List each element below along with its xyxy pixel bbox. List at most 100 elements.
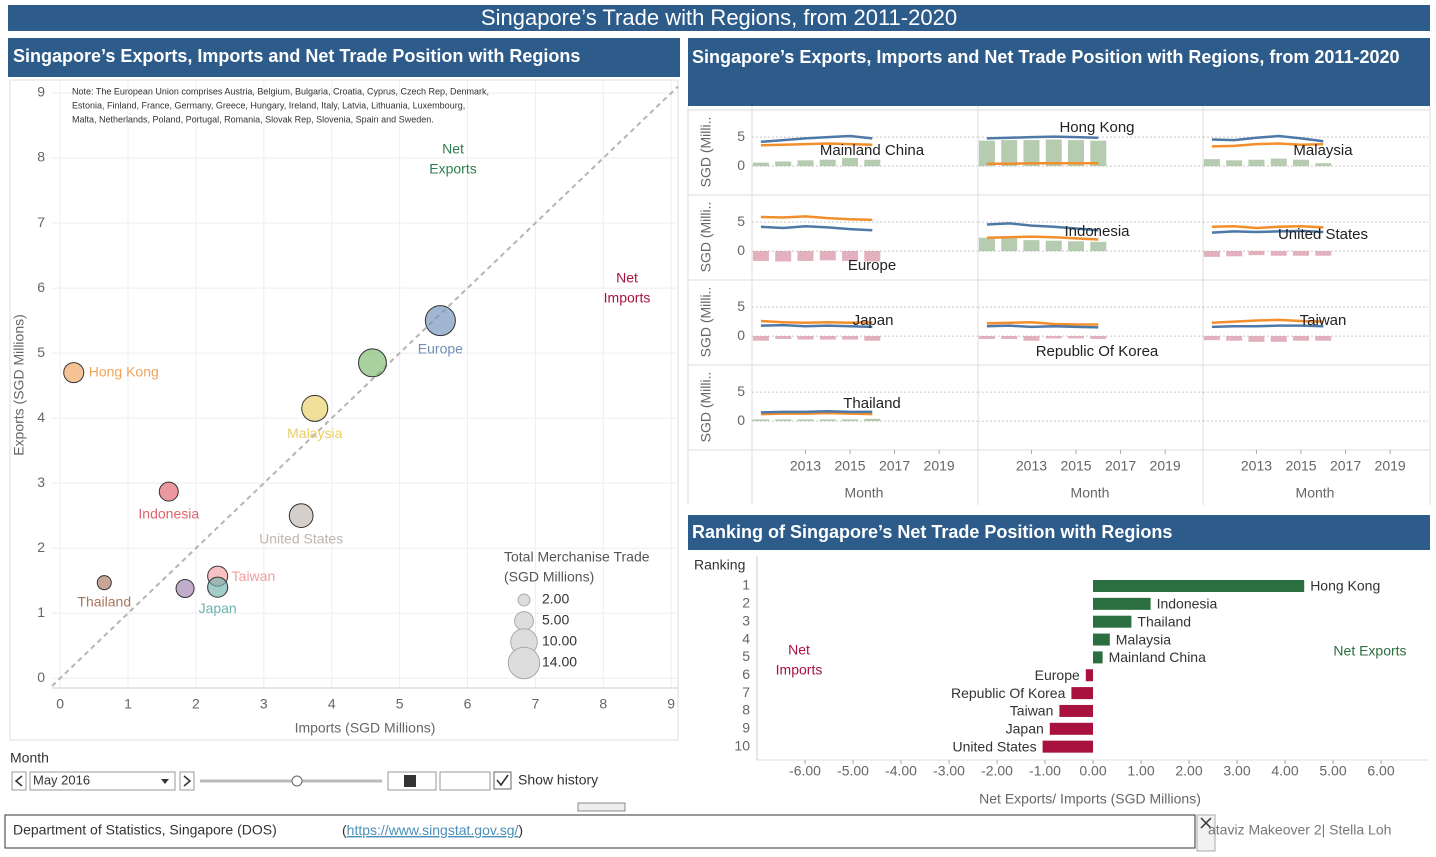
y-tick-label: 1 <box>37 604 45 620</box>
net-bar <box>1045 139 1062 167</box>
net-bar <box>1293 159 1310 167</box>
x-tick-label: 5 <box>396 696 404 712</box>
bar <box>1093 615 1132 628</box>
category-label: Taiwan <box>1010 703 1054 719</box>
note-text: Malta, Netherlands, Poland, Portugal, Ro… <box>72 114 434 124</box>
imports-line <box>986 161 1099 166</box>
exports-line <box>986 222 1099 232</box>
y-axis-label: SGD (Milli.. <box>698 287 714 358</box>
prev-button[interactable] <box>11 771 27 791</box>
panel-label: Hong Kong <box>1059 119 1134 136</box>
net-bar <box>752 251 769 261</box>
panel-frame <box>9 79 679 741</box>
exports-line <box>986 324 1099 329</box>
net-bar <box>1001 336 1018 339</box>
annotation: Net Exports <box>1333 643 1406 659</box>
legend-label: 2.00 <box>542 591 569 607</box>
net-bar <box>864 418 881 422</box>
category-label: Mainland China <box>1109 649 1206 665</box>
header-bar <box>8 5 1430 31</box>
annotation: Imports <box>776 662 823 678</box>
x-tick-label: 2015 <box>1060 458 1091 474</box>
x-tick-label: -6.00 <box>789 763 821 779</box>
rank-number: 1 <box>742 577 750 593</box>
chart-title: Singapore’s Exports, Imports and Net Tra… <box>692 47 1400 67</box>
net-bar <box>978 336 995 339</box>
y-tick-label: 5 <box>737 128 745 144</box>
y-tick-label: 2 <box>37 539 45 555</box>
bar <box>1093 633 1110 646</box>
net-bar <box>797 336 814 340</box>
close-icon <box>1200 817 1212 829</box>
next-icon <box>183 775 192 787</box>
net-bar <box>1001 237 1018 252</box>
net-bar <box>1293 336 1310 341</box>
exports-line <box>986 135 1099 140</box>
net-bar <box>1090 241 1107 252</box>
exports-line <box>1211 134 1324 143</box>
bar <box>1093 651 1103 664</box>
point-label: Japan <box>199 600 237 616</box>
exports-line <box>760 410 873 414</box>
rank-number: 9 <box>742 720 750 736</box>
source-box <box>4 814 1196 849</box>
panel-label: Indonesia <box>1064 223 1130 240</box>
x-tick-label: 9 <box>667 696 675 712</box>
y-tick-label: 8 <box>37 149 45 165</box>
category-label: United States <box>953 738 1037 754</box>
category-label: Malaysia <box>1116 631 1171 647</box>
net-bar <box>1270 336 1287 342</box>
net-bar <box>797 160 814 167</box>
prev-icon <box>14 775 23 787</box>
resize-handle[interactable] <box>577 802 626 812</box>
x-axis-label: Month <box>845 485 884 501</box>
filter-label: Month <box>10 750 49 766</box>
panel-label: Republic Of Korea <box>1036 343 1159 360</box>
net-bar <box>819 336 836 340</box>
net-bar <box>1023 140 1040 167</box>
net-bar <box>775 336 792 339</box>
imports-line <box>1211 224 1324 230</box>
y-tick-label: 0 <box>737 412 745 428</box>
imports-line <box>760 215 873 222</box>
net-bar <box>1023 240 1040 252</box>
x-tick-label: 2.00 <box>1175 763 1202 779</box>
imports-line <box>986 235 1099 241</box>
imports-line <box>760 411 873 416</box>
next-button[interactable] <box>179 771 195 791</box>
net-bar <box>819 251 836 261</box>
x-tick-label: 2017 <box>879 458 910 474</box>
source-link[interactable]: https://www.singstat.gov.sg/ <box>347 822 519 838</box>
bar <box>1042 740 1093 753</box>
net-bar <box>752 336 769 341</box>
x-tick-label: 4.00 <box>1271 763 1298 779</box>
annotation: Net <box>616 270 638 286</box>
net-bar <box>1248 251 1265 256</box>
y-axis-label: SGD (Milli.. <box>698 117 714 188</box>
check-icon <box>496 774 509 787</box>
month-dropdown[interactable] <box>29 771 176 791</box>
net-bar <box>1068 241 1085 252</box>
y-tick-label: 5 <box>737 383 745 399</box>
net-bar <box>819 419 836 422</box>
rank-number: 6 <box>742 666 750 682</box>
reference-line <box>51 85 679 687</box>
legend-swatch <box>517 593 531 607</box>
slider-knob[interactable] <box>291 775 303 787</box>
y-tick-label: 0 <box>737 242 745 258</box>
panel-label: United States <box>1278 226 1368 243</box>
paren: ) <box>518 822 523 838</box>
x-axis-label: Month <box>1071 485 1110 501</box>
x-tick-label: 2019 <box>1375 458 1406 474</box>
speed-buttons[interactable] <box>439 771 491 791</box>
x-tick-label: -5.00 <box>837 763 869 779</box>
x-tick-label: -1.00 <box>1029 763 1061 779</box>
scrollbar[interactable] <box>1196 814 1216 852</box>
y-tick-label: 3 <box>37 474 45 490</box>
y-tick-label: 4 <box>37 409 45 425</box>
x-tick-label: 1.00 <box>1127 763 1154 779</box>
net-bar <box>864 336 881 341</box>
rank-number: 3 <box>742 612 750 628</box>
net-bar <box>775 161 792 167</box>
